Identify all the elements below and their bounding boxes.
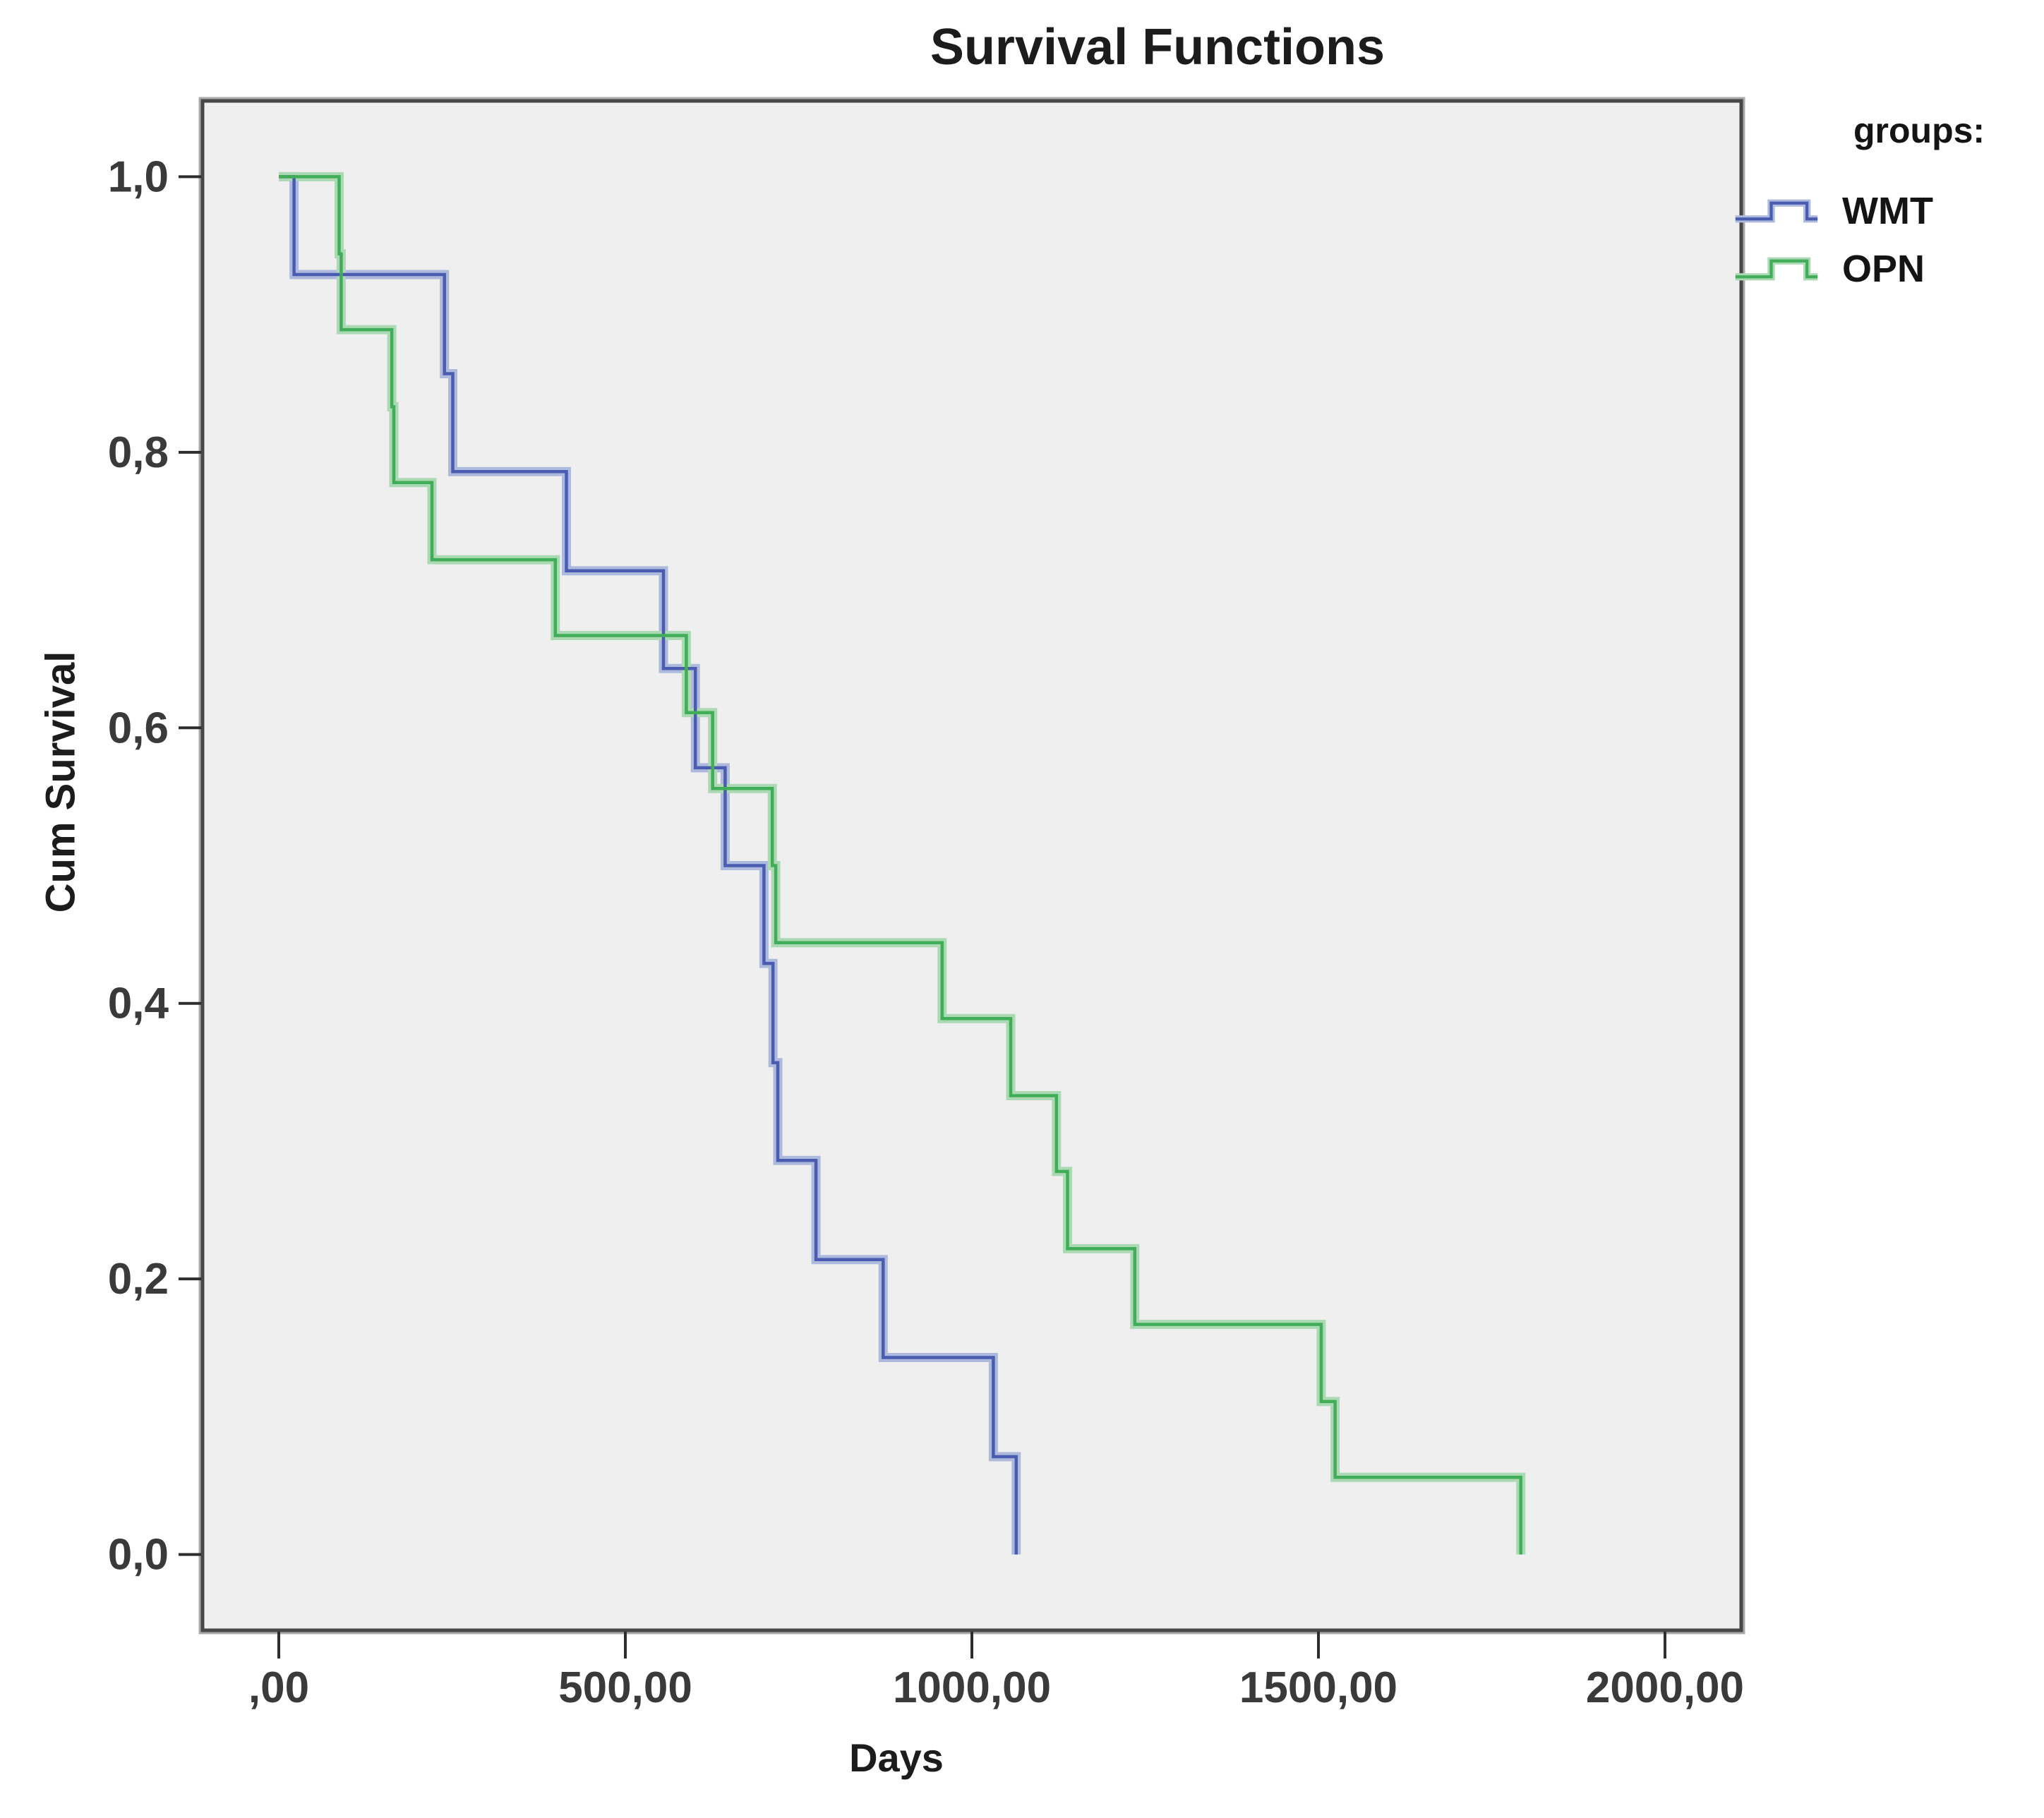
axis-ticks-layer: ,00 500,00 1000,00 1500,00 2000,00 0,0 0,2 0,4 0… [108, 152, 1744, 1712]
opn-line-swatch-icon [1735, 257, 1818, 281]
legend-item-opn: OPN [1733, 247, 2044, 291]
wmt-swatch-line [1735, 201, 1818, 221]
y-axis-tick-label: 0,4 [108, 980, 169, 1028]
wmt-swatch-halo [1735, 199, 1818, 223]
y-axis-tick-label: 0,2 [108, 1255, 169, 1304]
x-axis-tick-label: 2000,00 [1586, 1663, 1744, 1712]
x-axis-tick-label: 500,00 [558, 1663, 692, 1712]
y-axis-tick-label: 0,6 [108, 704, 169, 752]
legend-item-wmt: WMT [1733, 189, 2044, 233]
opn-swatch-halo [1735, 257, 1818, 281]
legend-item-label: WMT [1842, 190, 1933, 232]
legend: groups: WMT OPN [1733, 110, 2044, 291]
y-axis-tick-label: 0,8 [108, 428, 169, 477]
wmt-line-swatch-icon [1735, 199, 1818, 223]
x-axis-tick-label: 1000,00 [893, 1663, 1051, 1712]
legend-title: groups: [1853, 111, 1985, 150]
legend-item-label: OPN [1842, 248, 1925, 290]
y-axis-tick-label: 0,0 [108, 1531, 169, 1579]
chart-title: Survival Functions [930, 19, 1385, 76]
y-axis-title: Cum Survival [37, 651, 84, 913]
opn-survival-curve [279, 175, 1522, 1555]
x-axis-tick-label: ,00 [248, 1663, 309, 1712]
x-axis-tick-label: 1500,00 [1239, 1663, 1397, 1712]
wmt-survival-curve [279, 175, 1018, 1555]
opn-swatch-line [1735, 259, 1818, 279]
survival-curves-layer [279, 171, 1526, 1555]
x-axis-title: Days [849, 1735, 944, 1780]
y-axis-tick-label: 1,0 [108, 152, 169, 201]
plot-area-background [203, 101, 1741, 1630]
plot-frame [200, 99, 1743, 1632]
